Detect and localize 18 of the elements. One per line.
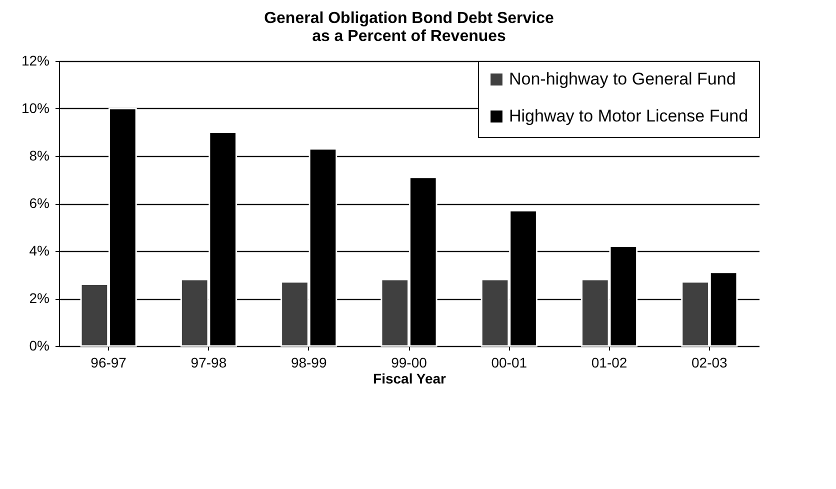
- y-tick-label: 10%: [21, 100, 50, 116]
- y-tick-label: 4%: [29, 242, 50, 258]
- y-tick-label: 8%: [29, 148, 50, 164]
- x-tick-label: 00-01: [491, 354, 528, 370]
- y-tick-label: 2%: [29, 290, 50, 306]
- x-tick-label: 99-00: [391, 354, 428, 370]
- x-tick-label: 97-98: [190, 354, 227, 370]
- x-tick-label: 96-97: [90, 354, 127, 370]
- x-tick-label: 01-02: [591, 354, 628, 370]
- chart-title: General Obligation Bond Debt Service as a Percent of Revenues: [264, 10, 554, 45]
- y-tick-label: 0%: [29, 338, 50, 354]
- legend-label: Non-highway to General Fund: [509, 70, 736, 88]
- y-tick-label: 6%: [29, 195, 50, 211]
- x-axis-title: Fiscal Year: [373, 370, 447, 386]
- y-tick-label: 12%: [21, 52, 50, 68]
- legend-label: Highway to Motor License Fund: [509, 106, 748, 126]
- x-tick-label: 98-99: [290, 354, 327, 370]
- x-tick-label: 02-03: [692, 354, 728, 370]
